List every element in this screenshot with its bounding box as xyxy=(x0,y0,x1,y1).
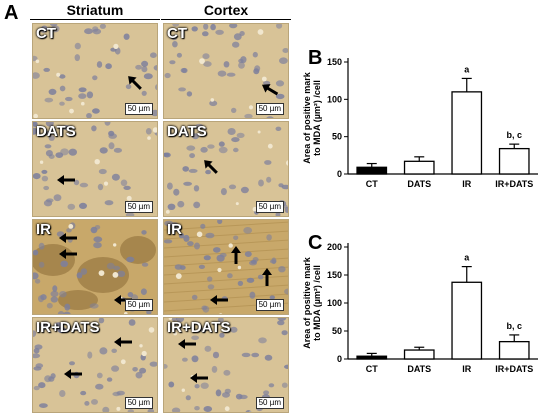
arrow-icon xyxy=(114,337,132,347)
y-tick-label: 100 xyxy=(327,94,342,104)
y-axis-label: to MDA (µm²) /cell xyxy=(312,80,322,156)
x-tick-label: IR+DATS xyxy=(495,364,533,374)
y-tick-label: 0 xyxy=(337,354,342,364)
micrograph-label: IR xyxy=(167,221,182,238)
arrow-icon xyxy=(231,246,241,264)
scale-bar-label: 50 µm xyxy=(124,103,153,115)
arrow-icon xyxy=(190,373,208,383)
arrow-icon xyxy=(59,249,77,259)
arrow-icon xyxy=(128,76,142,90)
micrograph-label: DATS xyxy=(36,123,76,140)
y-tick-label: 50 xyxy=(332,326,342,336)
y-tick-label: 150 xyxy=(327,57,342,67)
significance-label: a xyxy=(464,253,470,263)
micrograph-cortex-ct: CT 50 µm xyxy=(163,23,289,119)
micrograph-striatum-ct: CT 50 µm xyxy=(32,23,158,119)
column-underline-striatum xyxy=(30,19,160,20)
micrograph-label: DATS xyxy=(167,123,207,140)
micrograph-label: CT xyxy=(36,25,56,42)
tissue-texture xyxy=(164,220,288,314)
scale-bar-label: 50 µm xyxy=(255,201,284,213)
arrow-icon xyxy=(204,160,218,174)
arrow-icon xyxy=(178,339,196,349)
x-tick-label: CT xyxy=(366,179,378,189)
y-tick-label: 0 xyxy=(337,169,342,179)
tissue-texture xyxy=(164,24,288,118)
x-tick-label: IR+DATS xyxy=(495,179,533,189)
scale-bar-label: 50 µm xyxy=(124,299,153,311)
panel-letter-b: B xyxy=(308,47,323,69)
scale-bar-label: 50 µm xyxy=(255,397,284,409)
x-tick-label: DATS xyxy=(407,179,431,189)
chart-b: Area of positive mark to MDA (µm²) /cell 0… xyxy=(302,57,538,189)
bar-ct xyxy=(356,166,388,175)
micrograph-cortex-ir-dats: IR+DATS 50 µm xyxy=(163,317,289,413)
arrow-icon xyxy=(210,295,228,305)
tissue-texture xyxy=(33,318,157,412)
micrograph-label: IR+DATS xyxy=(167,319,231,336)
x-tick-label: CT xyxy=(366,364,378,374)
bar-ir-dats xyxy=(498,147,530,175)
arrow-icon xyxy=(57,175,75,185)
tissue-texture xyxy=(33,222,156,314)
scale-bar-label: 50 µm xyxy=(255,103,284,115)
micrograph-striatum-dats: DATS 50 µm xyxy=(32,121,158,217)
y-tick-label: 200 xyxy=(327,242,342,252)
y-axis-label: to MDA (µm²) /cell xyxy=(312,265,322,341)
panel-letter-c: C xyxy=(308,232,323,254)
tissue-texture xyxy=(164,318,288,412)
x-tick-label: DATS xyxy=(407,364,431,374)
column-header-cortex: Cortex xyxy=(203,2,249,18)
column-underline-cortex xyxy=(161,19,291,20)
scale-bar-label: 50 µm xyxy=(124,201,153,213)
bar-dats xyxy=(403,160,435,175)
micrograph-label: IR xyxy=(36,221,51,238)
significance-label: b, c xyxy=(506,130,522,140)
micrograph-striatum-ir-dats: IR+DATS 50 µm xyxy=(32,317,158,413)
x-tick-label: IR xyxy=(462,364,472,374)
micrograph-label: CT xyxy=(167,25,187,42)
tissue-texture xyxy=(33,24,157,118)
bar-ir-dats xyxy=(498,340,530,360)
micrograph-striatum-ir: IR 50 µm xyxy=(32,219,158,315)
arrow-icon xyxy=(262,268,272,286)
tissue-texture xyxy=(33,122,157,216)
x-tick-label: IR xyxy=(462,179,472,189)
panel-letter-a: A xyxy=(4,2,19,24)
y-tick-label: 100 xyxy=(327,298,342,308)
micrograph-cortex-ir: IR 50 µm xyxy=(163,219,289,315)
arrow-icon xyxy=(64,369,82,379)
micrograph-cortex-dats: DATS 50 µm xyxy=(163,121,289,217)
y-axis-label: Area of positive mark xyxy=(302,71,312,164)
arrow-icon xyxy=(59,233,77,243)
y-tick-label: 50 xyxy=(332,132,342,142)
micrograph-label: IR+DATS xyxy=(36,319,100,336)
scale-bar-label: 50 µm xyxy=(124,397,153,409)
bar-ir xyxy=(451,281,483,360)
bar-dats xyxy=(403,349,435,360)
bar-ct xyxy=(356,355,388,360)
bar-ir xyxy=(451,91,483,175)
y-axis-label: Area of positive mark xyxy=(302,256,312,349)
tissue-texture xyxy=(164,123,288,216)
significance-label: b, c xyxy=(506,321,522,331)
arrow-icon xyxy=(261,84,279,96)
scale-bar-label: 50 µm xyxy=(255,299,284,311)
column-header-striatum: Striatum xyxy=(66,2,124,18)
y-tick-label: 150 xyxy=(327,270,342,280)
significance-label: a xyxy=(464,64,470,74)
chart-c: Area of positive mark to MDA (µm²) /cell 0… xyxy=(302,242,538,374)
